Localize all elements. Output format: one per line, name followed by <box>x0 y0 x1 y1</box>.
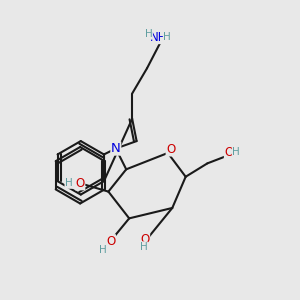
Text: O: O <box>140 233 150 246</box>
Text: H: H <box>164 32 171 42</box>
Text: N: N <box>111 142 121 155</box>
Text: H: H <box>140 242 147 252</box>
Text: H: H <box>145 29 152 39</box>
Text: O: O <box>224 146 234 159</box>
Text: H: H <box>65 178 73 188</box>
Text: H: H <box>232 147 240 158</box>
Text: O: O <box>76 177 85 190</box>
Text: NH: NH <box>150 31 167 44</box>
Text: O: O <box>106 235 116 248</box>
Text: O: O <box>166 143 176 156</box>
Text: H: H <box>99 244 107 255</box>
